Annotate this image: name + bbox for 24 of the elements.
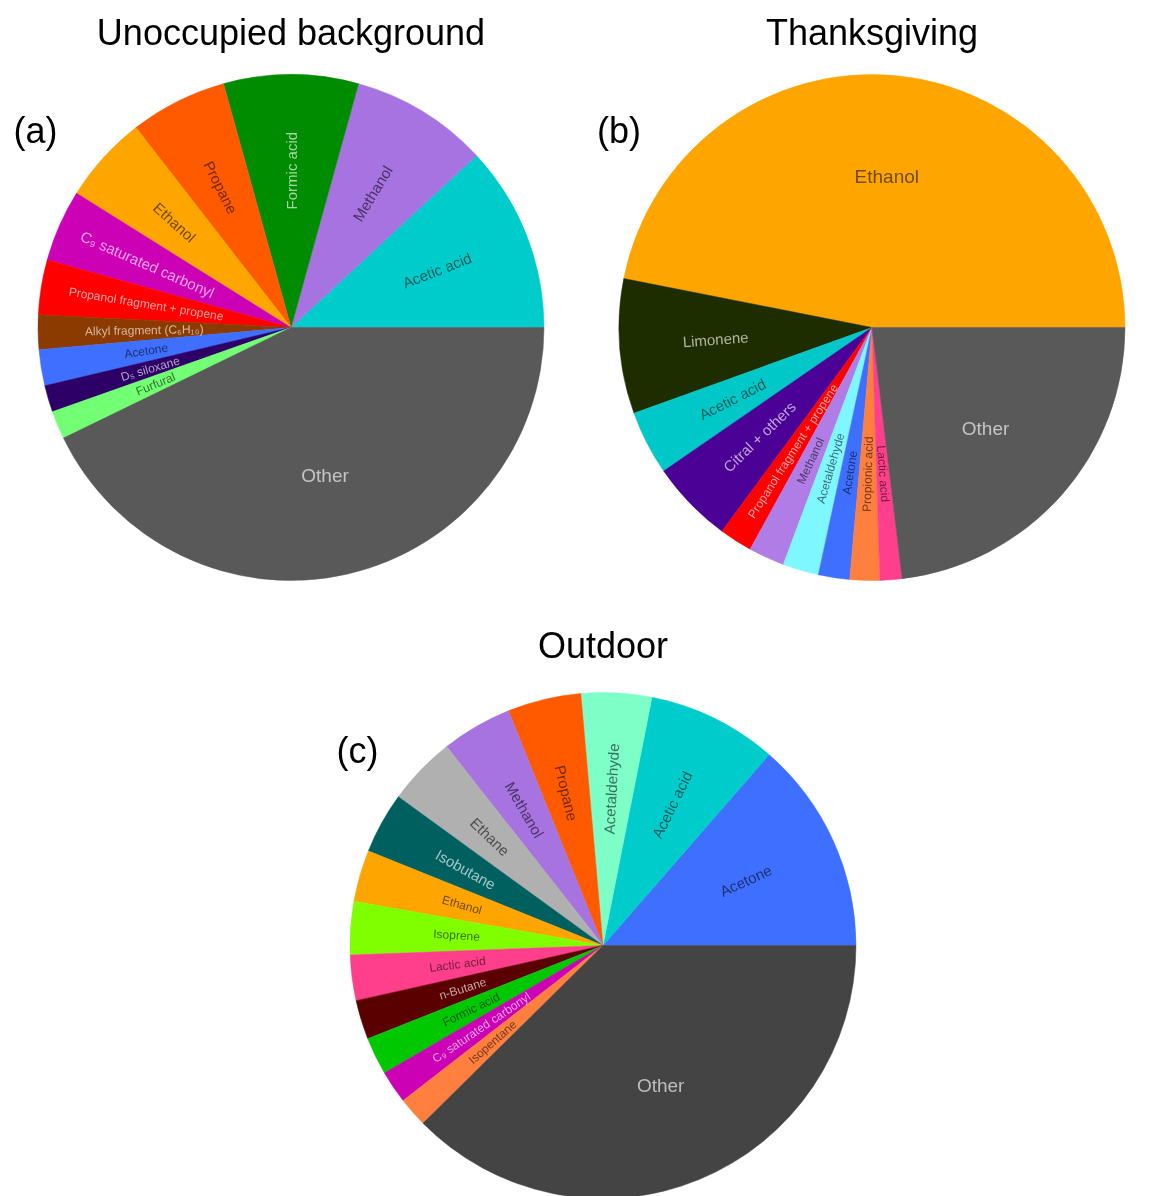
slice-label: Ethanol [854,165,919,187]
slice-label: Acetaldehyde [600,743,623,835]
chart-title: Outdoor [537,625,669,666]
slice-label: Propane [551,763,582,823]
chart-title: Unoccupied background [96,12,486,53]
slice-label: Isoprene [432,926,481,944]
slice-label: Acetic acid [696,375,769,424]
slice-label: Alkyl fragment (C₆H₁₀) [84,322,204,339]
slice-label: Limonene [682,328,750,351]
text: (b) [597,109,641,151]
text: (c) [336,730,379,772]
slice-label: Lactic acid [873,445,893,503]
slice-label: Propionic acid [859,436,876,513]
text: (a) [13,109,58,151]
slice-label: Acetic acid [400,249,474,292]
slice-label: Acetic acid [648,768,696,841]
slice-label: Lactic acid [428,953,487,975]
chart-title: Thanksgiving [765,12,979,53]
slice-label: Formic acid [282,131,300,210]
slice-label: Other [961,417,1010,439]
slice-label: Ethanol [440,892,484,918]
slice-label: Other [636,1075,686,1097]
slice-label: Other [301,464,350,486]
slice-label: Acetone [123,340,170,362]
